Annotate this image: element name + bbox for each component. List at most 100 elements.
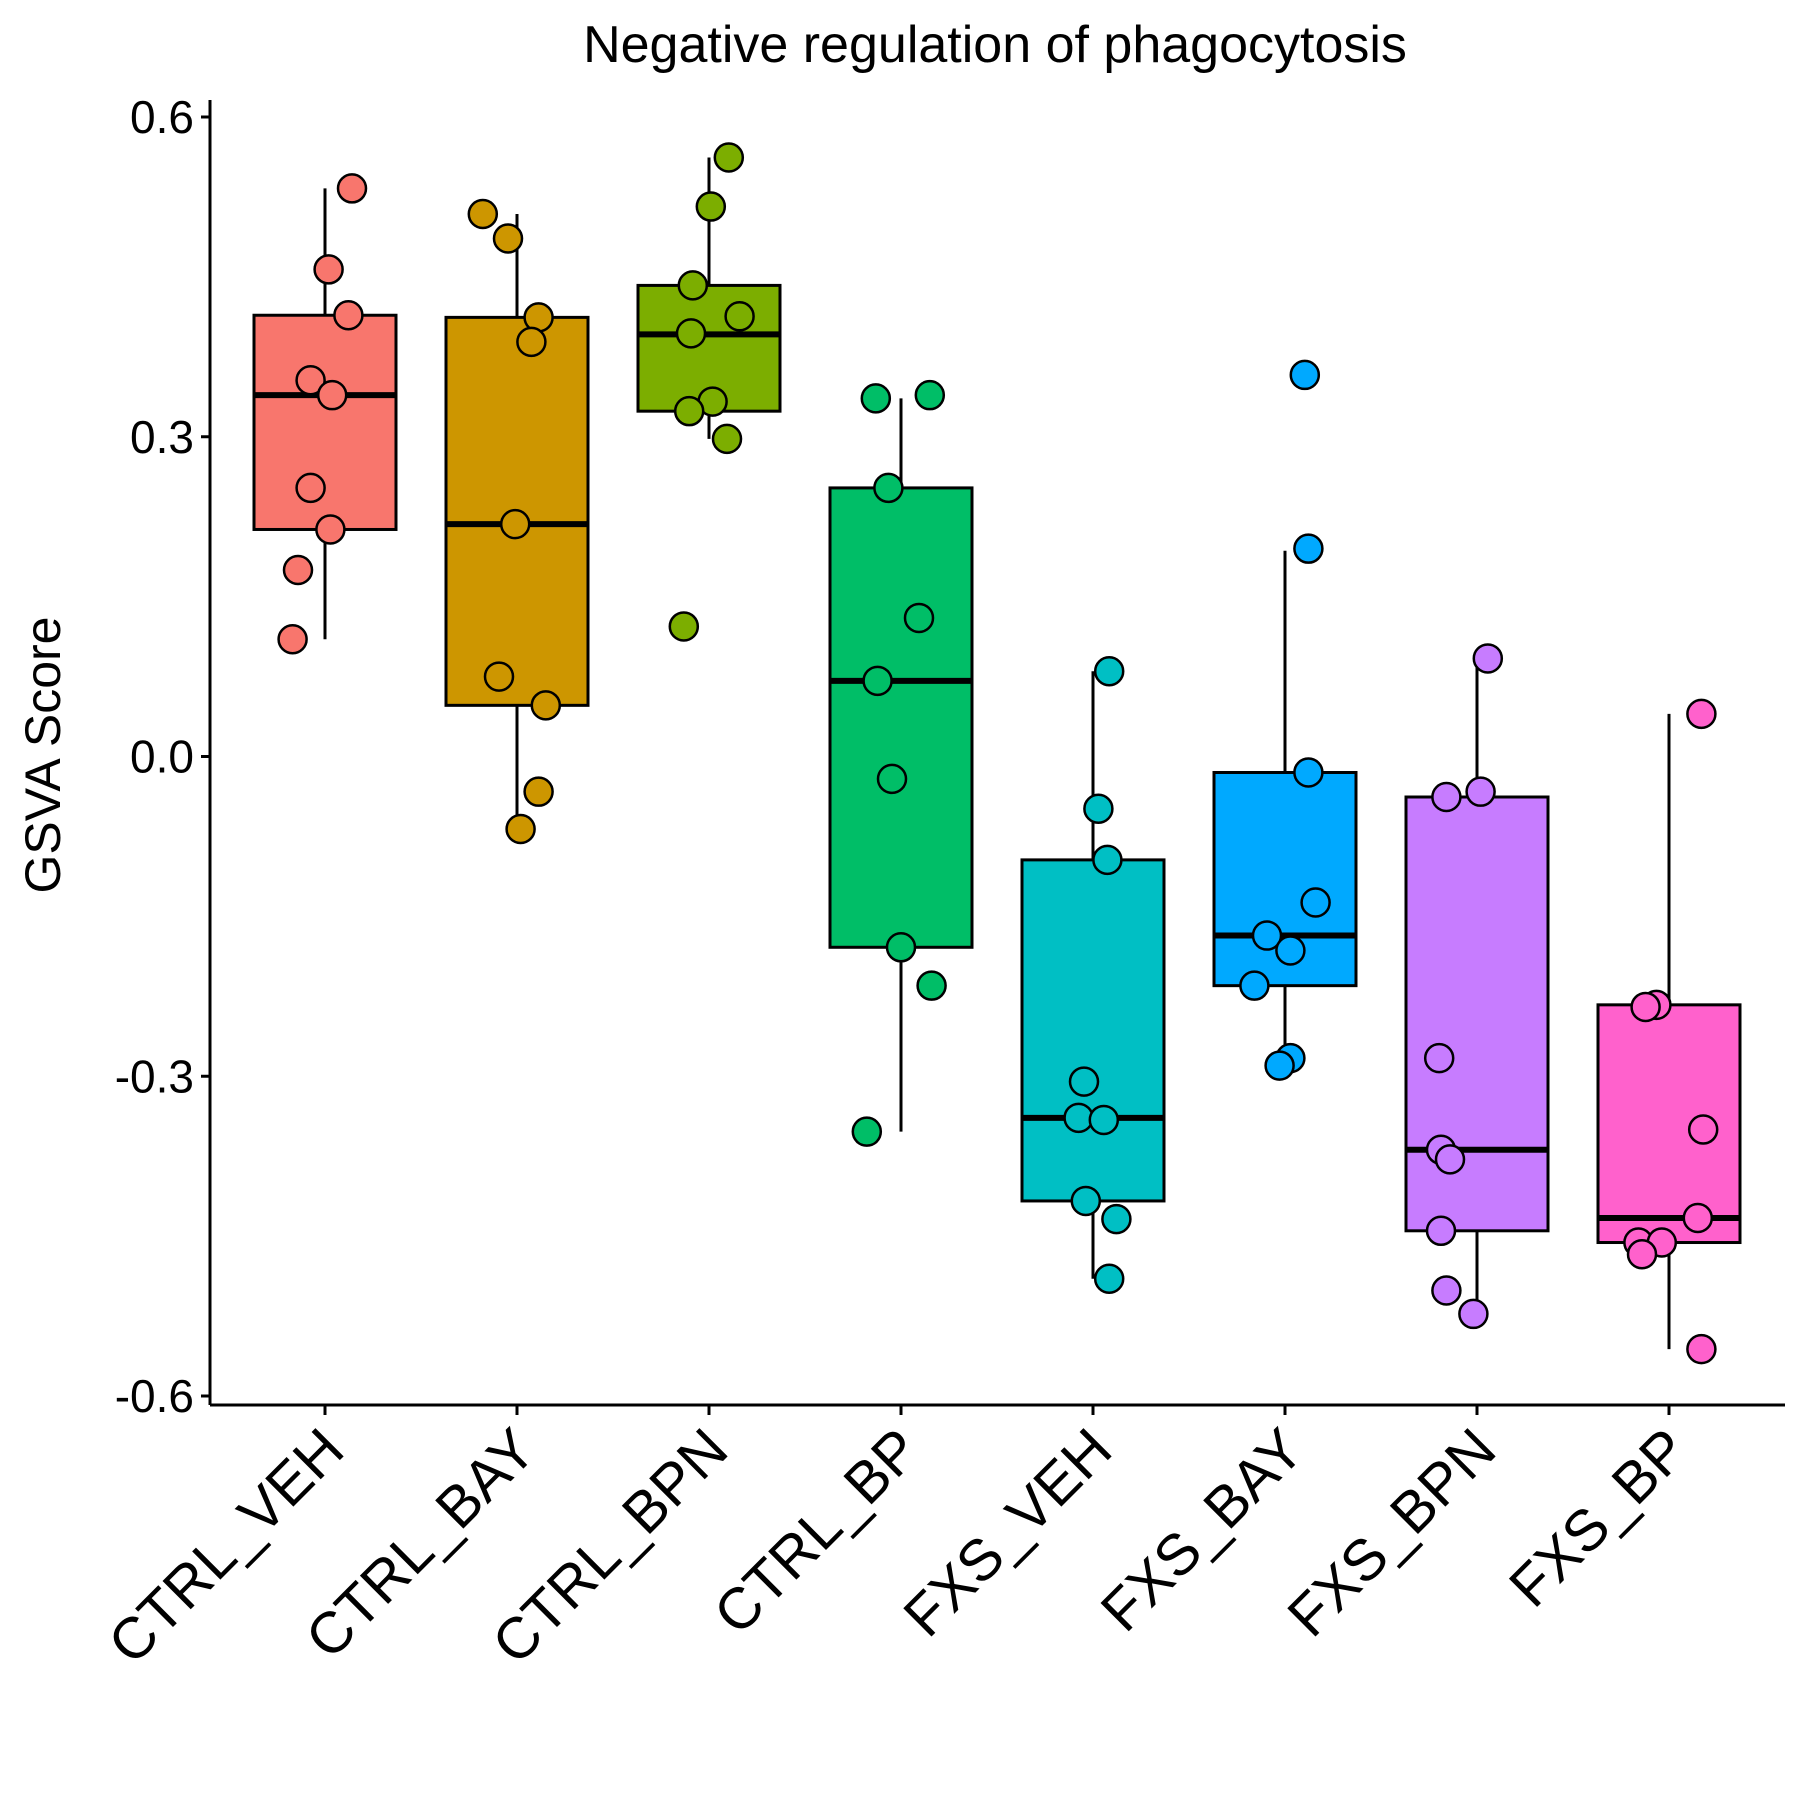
data-point [1425, 1215, 1457, 1247]
data-point [1239, 970, 1270, 1001]
data-point [860, 383, 892, 414]
data-point [1626, 1238, 1658, 1270]
points-ctrl-bp [851, 379, 947, 1147]
y-tick-label: -0.6 [115, 1370, 194, 1422]
box-body [252, 313, 398, 531]
points-fxs-bay [1239, 359, 1331, 1081]
data-point [1300, 887, 1331, 918]
points-fxs-veh [1063, 655, 1132, 1295]
data-point [1434, 1144, 1466, 1175]
data-point [333, 299, 364, 331]
box-series [252, 157, 1742, 1350]
data-point [523, 776, 554, 807]
data-point [677, 270, 709, 301]
data-point [1070, 1185, 1102, 1217]
data-point [1083, 793, 1114, 824]
x-tick-label: FXS_VEH [891, 1416, 1124, 1649]
point-series [277, 142, 1719, 1365]
y-axis: -0.6 -0.3 0.0 0.3 0.6 [115, 91, 212, 1422]
data-point [295, 472, 326, 504]
data-point [505, 813, 536, 845]
box-body [1020, 858, 1166, 1203]
box-body [828, 486, 974, 949]
data-point [1686, 1333, 1717, 1365]
data-point [336, 173, 368, 204]
data-point [673, 395, 705, 427]
data-point [916, 970, 947, 1001]
data-point [282, 554, 314, 586]
data-point [724, 301, 755, 332]
data-point [316, 379, 348, 411]
data-point [1630, 991, 1661, 1023]
box-fxs-bp [1596, 713, 1742, 1350]
y-tick-label: 0.6 [130, 91, 194, 143]
data-point [1472, 643, 1504, 674]
y-tick-label: 0.0 [130, 731, 194, 783]
points-ctrl-veh [277, 173, 368, 655]
data-point [851, 1116, 883, 1147]
box-fxs-bpn [1404, 658, 1550, 1314]
data-point [914, 379, 946, 411]
chart-title: Negative regulation of phagocytosis [583, 16, 1407, 74]
y-axis-label: GSVA Score [15, 617, 71, 894]
data-point [295, 365, 326, 396]
data-point [1251, 920, 1283, 951]
data-point [1465, 776, 1496, 807]
data-point [1293, 533, 1324, 564]
data-point [695, 191, 727, 222]
x-tick-label: CTRL_BP [702, 1416, 933, 1647]
points-fxs-bpn [1423, 643, 1504, 1330]
data-point [530, 690, 562, 721]
data-point [1289, 359, 1321, 391]
data-point [675, 318, 707, 349]
data-point [1687, 1114, 1719, 1145]
data-point [885, 932, 917, 963]
data-point [492, 223, 524, 254]
data-point [711, 423, 743, 455]
data-point [873, 472, 904, 504]
points-fxs-bp [1623, 698, 1719, 1365]
data-point [1293, 757, 1324, 788]
data-point [1093, 1263, 1125, 1295]
box-body [1404, 795, 1550, 1233]
x-tick-label: FXS_BP [1497, 1416, 1700, 1619]
y-tick-label: 0.3 [130, 411, 194, 463]
data-point [713, 142, 745, 173]
data-point [876, 763, 908, 795]
data-point [1063, 1102, 1094, 1134]
y-tick-label: -0.3 [115, 1050, 194, 1102]
data-point [1264, 1050, 1295, 1081]
box-fxs-bay [1212, 550, 1358, 1066]
box-body [1596, 1003, 1742, 1245]
box-ctrl-veh [252, 188, 398, 640]
data-point [1101, 1203, 1132, 1235]
x-tick-label: FXS_BPN [1275, 1416, 1508, 1649]
data-point [1068, 1066, 1100, 1097]
data-point [499, 508, 531, 540]
data-point [1431, 1275, 1462, 1306]
points-ctrl-bpn [668, 142, 755, 642]
data-point [516, 326, 547, 358]
data-point [467, 198, 499, 230]
data-point [313, 254, 344, 285]
data-point [1458, 1298, 1489, 1330]
data-point [1092, 844, 1123, 876]
data-point [1682, 1202, 1714, 1234]
data-point [668, 611, 700, 642]
data-point [1686, 698, 1717, 730]
data-point [1423, 1042, 1455, 1074]
data-point [277, 624, 308, 655]
data-point [1093, 655, 1125, 687]
box-fxs-veh [1020, 671, 1166, 1279]
data-point [862, 665, 893, 697]
data-point [1088, 1104, 1120, 1136]
data-point [315, 514, 346, 545]
box-ctrl-bp [828, 398, 974, 1132]
data-point [1431, 781, 1462, 813]
points-ctrl-bay [467, 198, 562, 845]
data-point [903, 602, 935, 634]
data-point [483, 661, 515, 692]
data-point [1275, 935, 1306, 966]
x-axis: CTRL_VEHCTRL_BAYCTRL_BPNCTRL_BPFXS_VEHFX… [96, 1403, 1785, 1676]
